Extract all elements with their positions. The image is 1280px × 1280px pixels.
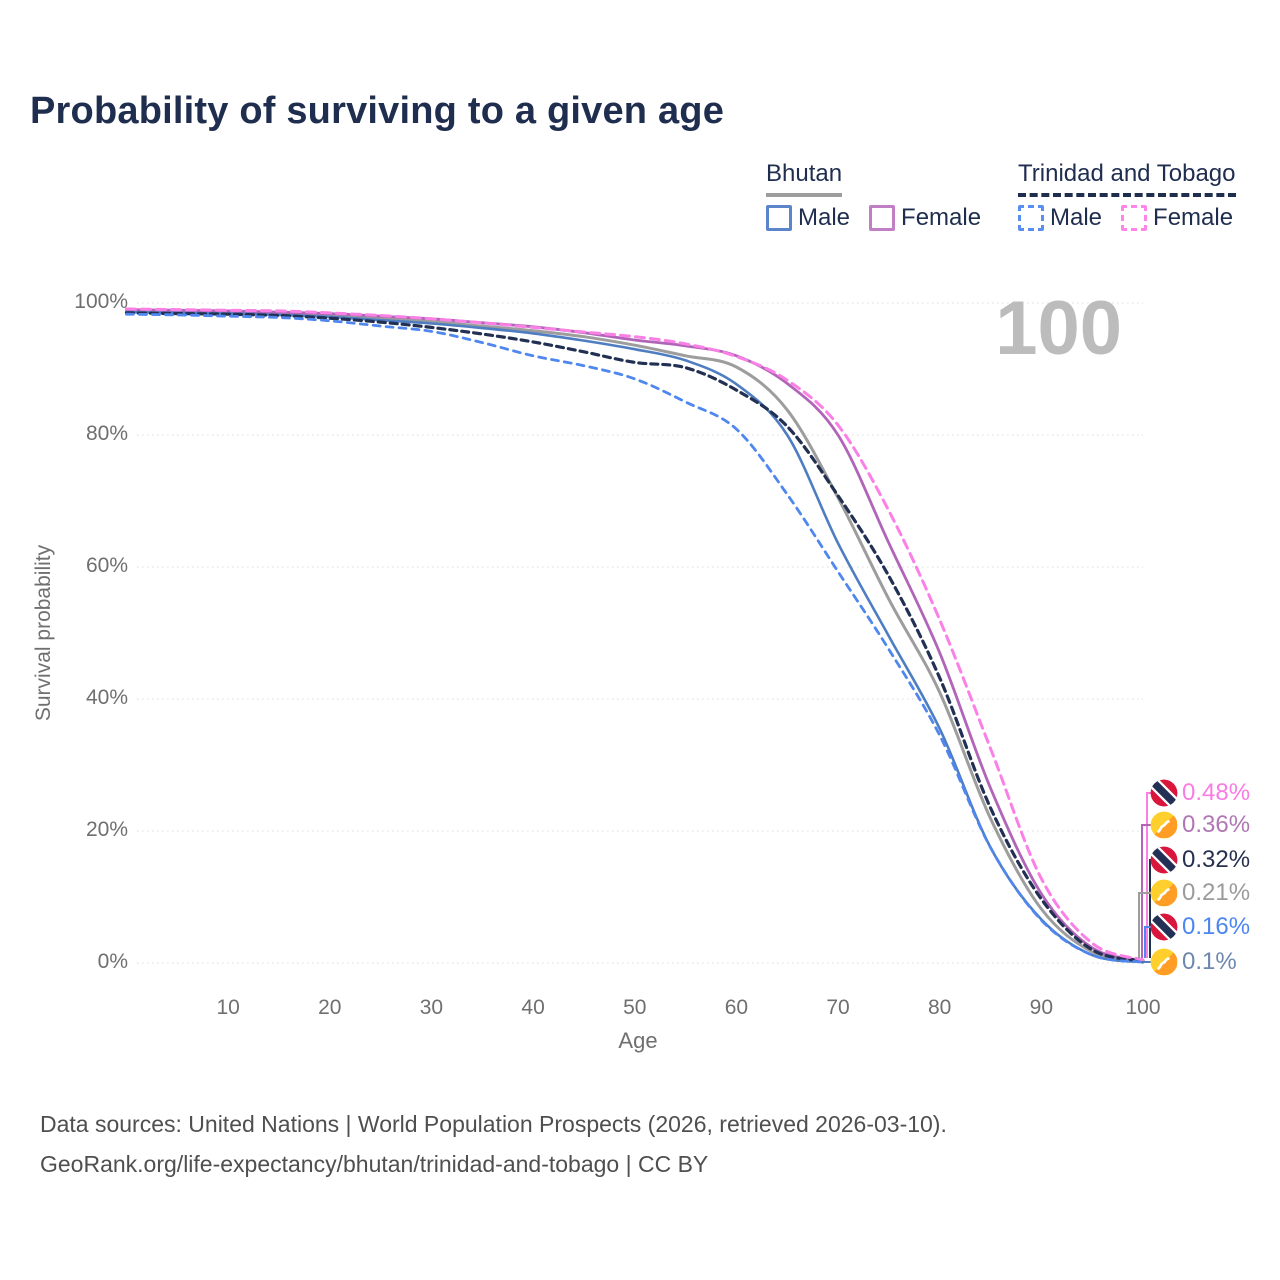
legend-items: Male Female bbox=[766, 204, 981, 232]
label-leader-tt_female bbox=[1146, 792, 1151, 958]
legend-item-bhutan_female[interactable]: Female bbox=[869, 204, 981, 232]
series-line-bhutan_total bbox=[125, 309, 1145, 964]
x-tick-label: 20 bbox=[318, 996, 342, 1019]
series-line-tt_male bbox=[125, 312, 1145, 964]
end-label-tt_female: 0.48% bbox=[1150, 778, 1250, 808]
end-label-bhutan_total: 0.21% bbox=[1150, 878, 1250, 908]
legend-label: Male bbox=[798, 204, 851, 231]
end-label-value: 0.21% bbox=[1182, 879, 1251, 906]
legend-swatch-tt_male bbox=[1018, 205, 1044, 231]
bhutan-flag-icon bbox=[1150, 811, 1178, 839]
legend-group-bhutan: Bhutan Male Female bbox=[766, 160, 981, 232]
hover-age-watermark: 100 bbox=[995, 286, 1122, 371]
series-line-tt_female bbox=[125, 307, 1145, 962]
page-title: Probability of surviving to a given age bbox=[30, 90, 725, 132]
x-axis-label: Age bbox=[618, 1028, 658, 1053]
x-tick-label: 80 bbox=[928, 996, 952, 1019]
series-line-bhutan_male bbox=[125, 310, 1145, 964]
legend-label: Female bbox=[1153, 204, 1234, 231]
label-leader-tt_male bbox=[1144, 926, 1151, 958]
y-axis-label: Survival probability bbox=[32, 544, 55, 722]
y-tick-label: 100% bbox=[74, 290, 128, 313]
x-tick-label: 70 bbox=[826, 996, 850, 1019]
x-tick-label: 60 bbox=[724, 996, 749, 1019]
legend-swatch-bhutan_male bbox=[766, 205, 792, 231]
x-tick-label: 100 bbox=[1125, 996, 1161, 1019]
legend-label: Male bbox=[1050, 204, 1103, 231]
x-tick-label: 50 bbox=[623, 996, 647, 1019]
trinidad-and-tobago-flag-icon bbox=[1150, 779, 1178, 807]
legend-swatch-bhutan_female bbox=[869, 205, 896, 231]
footer-attribution: GeoRank.org/life-expectancy/bhutan/trini… bbox=[40, 1151, 709, 1177]
legend-item-tt_male[interactable]: Male bbox=[1018, 204, 1102, 232]
legend-label: Female bbox=[901, 204, 982, 231]
x-tick-label: 90 bbox=[1029, 996, 1054, 1019]
y-tick-label: 20% bbox=[85, 818, 128, 841]
y-tick-label: 0% bbox=[97, 950, 128, 973]
trinidad-and-tobago-flag-icon bbox=[1150, 913, 1178, 941]
series-line-bhutan_female bbox=[125, 308, 1145, 962]
end-label-bhutan_male: 0.1% bbox=[1150, 947, 1237, 977]
bhutan-flag-icon bbox=[1150, 948, 1178, 976]
trinidad-and-tobago-flag-icon bbox=[1150, 846, 1178, 874]
footer-datasources: Data sources: United Nations | World Pop… bbox=[40, 1111, 947, 1137]
series-line-tt_total bbox=[124, 311, 1145, 963]
end-label-value: 0.16% bbox=[1182, 913, 1251, 940]
legend-item-tt_female[interactable]: Female bbox=[1121, 204, 1233, 232]
legend-items: Male Female bbox=[1018, 204, 1236, 232]
end-label-value: 0.1% bbox=[1182, 948, 1237, 975]
legend-swatch-tt_female bbox=[1121, 205, 1148, 231]
x-tick-label: 10 bbox=[216, 996, 240, 1019]
legend-item-bhutan_male[interactable]: Male bbox=[766, 204, 850, 232]
end-label-tt_male: 0.16% bbox=[1150, 912, 1250, 942]
end-label-bhutan_female: 0.36% bbox=[1150, 810, 1250, 840]
x-tick-label: 30 bbox=[419, 996, 444, 1019]
end-label-tt_total: 0.32% bbox=[1150, 845, 1250, 875]
footer: Data sources: United Nations | World Pop… bbox=[40, 1104, 947, 1184]
label-leader-bhutan_total bbox=[1138, 892, 1151, 958]
y-tick-label: 60% bbox=[85, 554, 128, 577]
y-tick-label: 80% bbox=[85, 422, 128, 445]
legend-group-trinidad-and-tobago: Trinidad and Tobago Male Female bbox=[1018, 160, 1236, 232]
bhutan-flag-icon bbox=[1150, 879, 1178, 907]
end-label-value: 0.48% bbox=[1182, 779, 1251, 806]
label-leader-bhutan_female bbox=[1141, 824, 1151, 958]
end-label-value: 0.32% bbox=[1182, 846, 1251, 873]
x-tick-label: 40 bbox=[521, 996, 545, 1019]
y-tick-label: 40% bbox=[85, 686, 128, 709]
legend-country-trinidad-and-tobago[interactable]: Trinidad and Tobago bbox=[1018, 160, 1236, 197]
end-label-value: 0.36% bbox=[1182, 811, 1251, 838]
legend-country-bhutan[interactable]: Bhutan bbox=[766, 160, 843, 197]
